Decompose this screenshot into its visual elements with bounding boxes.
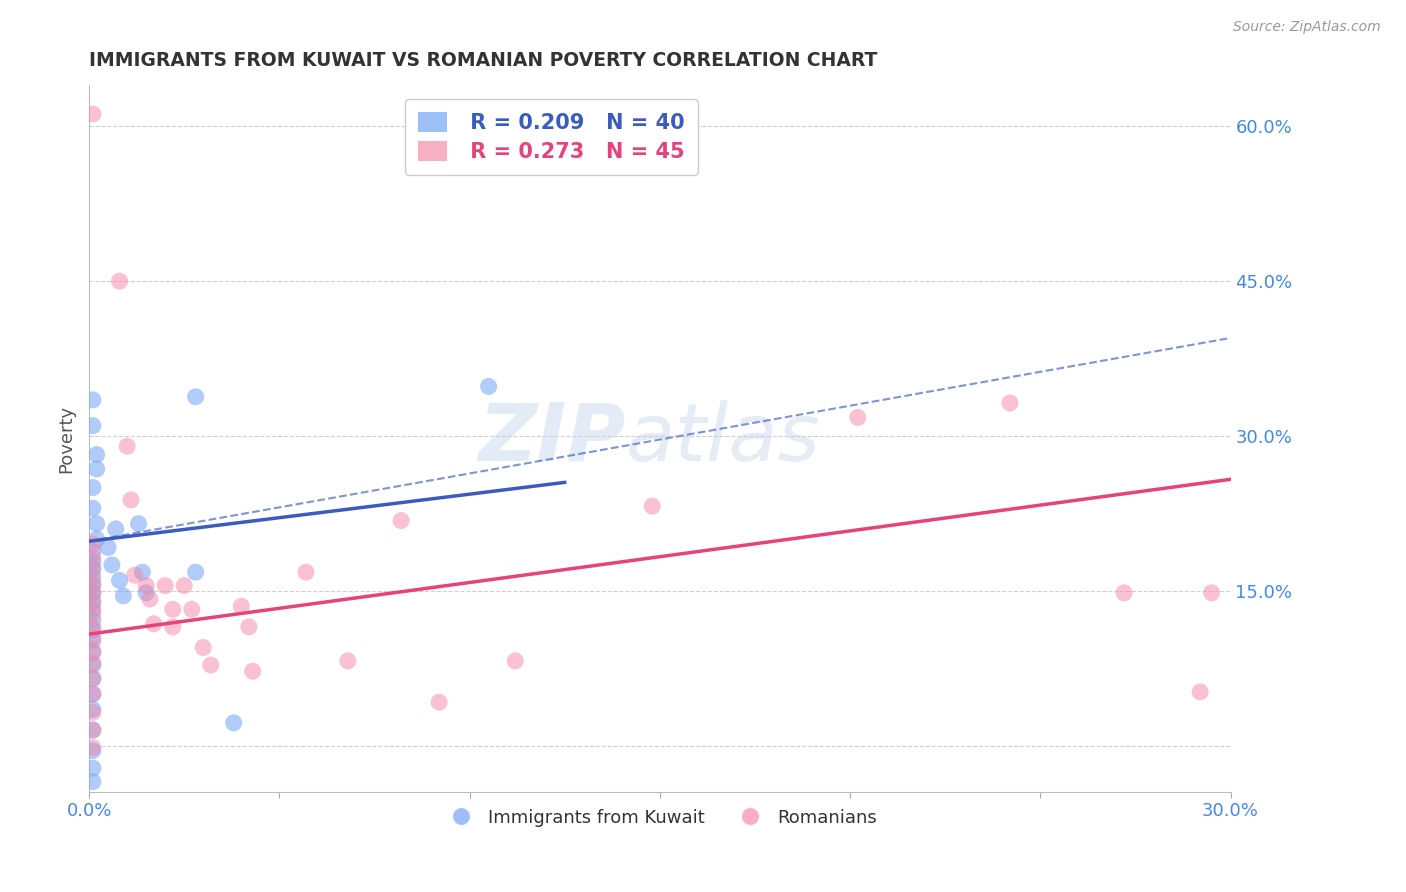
Point <box>82 586 104 600</box>
Point <box>82 643 104 657</box>
Point <box>162 620 184 634</box>
Point <box>162 602 184 616</box>
Point <box>998 396 1021 410</box>
Point <box>135 586 157 600</box>
Point <box>82 544 104 558</box>
Point <box>82 672 104 686</box>
Point <box>86 532 108 546</box>
Point <box>427 695 450 709</box>
Point <box>82 555 104 569</box>
Point <box>82 656 104 670</box>
Point <box>82 646 104 660</box>
Point <box>82 501 104 516</box>
Point <box>82 687 104 701</box>
Point <box>131 565 153 579</box>
Point <box>104 522 127 536</box>
Point <box>142 616 165 631</box>
Point <box>173 578 195 592</box>
Point <box>82 702 104 716</box>
Point <box>82 761 104 775</box>
Y-axis label: Poverty: Poverty <box>58 404 75 473</box>
Point <box>124 568 146 582</box>
Point <box>336 654 359 668</box>
Point <box>82 602 104 616</box>
Point <box>478 379 501 393</box>
Point <box>82 561 104 575</box>
Point <box>1201 586 1223 600</box>
Point <box>82 744 104 758</box>
Point <box>97 541 120 555</box>
Point <box>82 563 104 577</box>
Text: IMMIGRANTS FROM KUWAIT VS ROMANIAN POVERTY CORRELATION CHART: IMMIGRANTS FROM KUWAIT VS ROMANIAN POVER… <box>89 51 877 70</box>
Point <box>108 274 131 288</box>
Point <box>180 602 202 616</box>
Point <box>82 620 104 634</box>
Point <box>1189 685 1212 699</box>
Point <box>82 630 104 644</box>
Point <box>641 499 664 513</box>
Point <box>86 448 108 462</box>
Point <box>200 658 222 673</box>
Point <box>82 570 104 584</box>
Point <box>846 410 869 425</box>
Point <box>82 594 104 608</box>
Point <box>82 418 104 433</box>
Point <box>128 516 150 531</box>
Point <box>503 654 526 668</box>
Point <box>82 774 104 789</box>
Text: atlas: atlas <box>626 400 820 477</box>
Point <box>82 623 104 637</box>
Point <box>82 578 104 592</box>
Point <box>108 574 131 588</box>
Point <box>82 481 104 495</box>
Point <box>82 723 104 737</box>
Point <box>82 575 104 590</box>
Point <box>82 687 104 701</box>
Point <box>82 723 104 737</box>
Point <box>184 565 207 579</box>
Point <box>82 613 104 627</box>
Point <box>389 514 412 528</box>
Point <box>86 516 108 531</box>
Point <box>101 558 124 572</box>
Text: Source: ZipAtlas.com: Source: ZipAtlas.com <box>1233 20 1381 34</box>
Point <box>115 439 138 453</box>
Point <box>82 706 104 720</box>
Point <box>139 592 162 607</box>
Point <box>82 550 104 565</box>
Point <box>82 672 104 686</box>
Point <box>1112 586 1135 600</box>
Point <box>82 537 104 551</box>
Point <box>135 578 157 592</box>
Point <box>82 596 104 610</box>
Point <box>242 665 264 679</box>
Point <box>231 599 253 614</box>
Point <box>82 107 104 121</box>
Text: ZIP: ZIP <box>478 400 626 477</box>
Point <box>120 492 142 507</box>
Point <box>222 715 245 730</box>
Point <box>82 658 104 673</box>
Legend: Immigrants from Kuwait, Romanians: Immigrants from Kuwait, Romanians <box>436 801 884 834</box>
Point <box>193 640 215 655</box>
Point <box>184 390 207 404</box>
Point <box>238 620 260 634</box>
Point <box>82 392 104 407</box>
Point <box>82 607 104 621</box>
Point <box>153 578 176 592</box>
Point <box>295 565 318 579</box>
Point <box>82 586 104 600</box>
Point <box>82 740 104 755</box>
Point <box>86 462 108 476</box>
Point <box>112 589 135 603</box>
Point <box>82 633 104 648</box>
